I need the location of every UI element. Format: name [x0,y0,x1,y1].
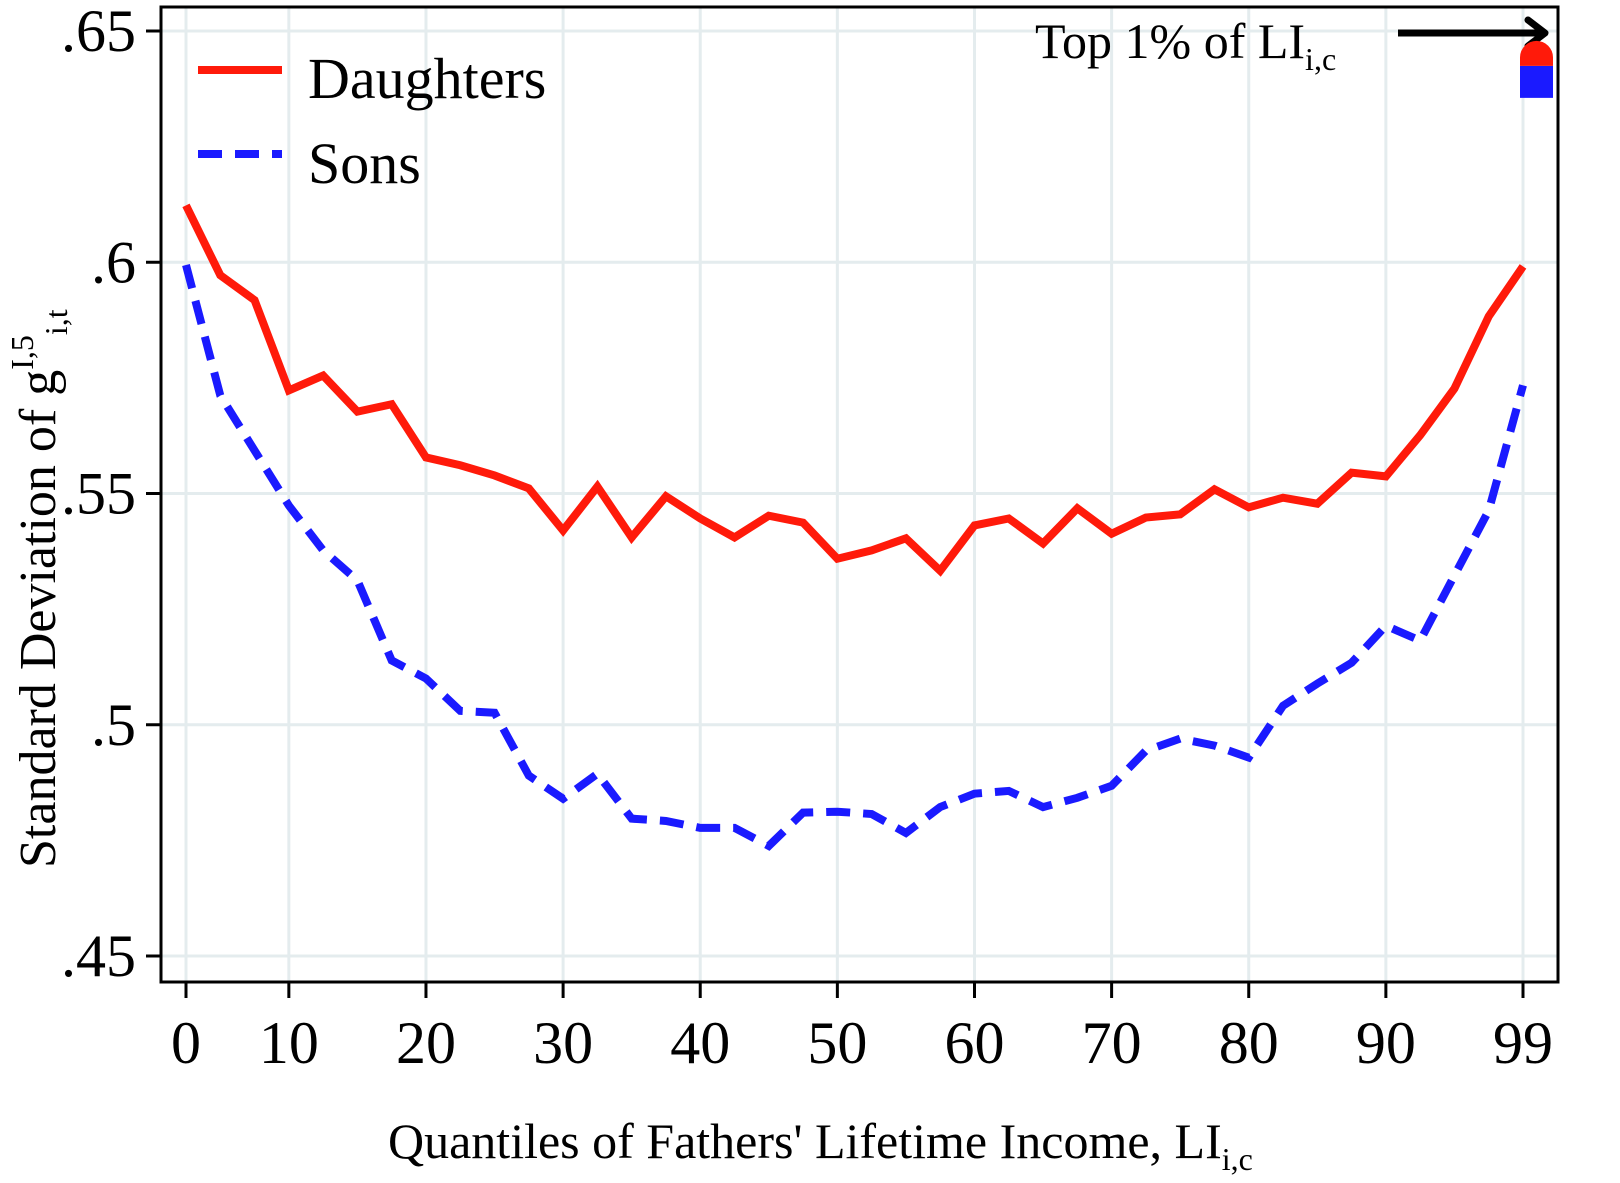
x-axis-title: Quantiles of Fathers' Lifetime Income, L… [388,1113,1253,1177]
top1-marker-sons [1520,65,1553,98]
x-tick-label: 90 [1356,1010,1416,1076]
y-tick-label: .5 [91,692,136,758]
series-lines [182,203,1527,851]
series-line-daughters [182,203,1527,577]
x-tick-label: 0 [171,1010,201,1076]
x-tick-label: 20 [396,1010,456,1076]
x-tick-label: 40 [670,1010,730,1076]
y-tick-label: .55 [61,461,136,527]
legend: Daughters Sons [198,46,546,196]
x-tick-label: 80 [1219,1010,1279,1076]
top1-markers [1520,40,1553,98]
x-tick-label: 10 [259,1010,319,1076]
axis-ticks: .65 .6 .55 .5 .45 0 10 20 30 40 50 60 70 80 90 99 [61,0,1553,1076]
top1-marker-daughters [1520,40,1553,66]
legend-daughters-label: Daughters [308,46,546,111]
legend-sons-label: Sons [308,131,421,196]
x-tick-label: 50 [807,1010,867,1076]
x-tick-label: 60 [944,1010,1004,1076]
y-tick-label: .65 [61,0,136,64]
x-tick-label: 99 [1493,1010,1553,1076]
y-tick-label: .6 [91,229,136,295]
gridlines [161,7,1558,982]
x-tick-label: 30 [533,1010,593,1076]
y-axis-title: Standard Deviation of gI,5i,t [4,309,74,868]
y-tick-label: .45 [61,923,136,989]
x-tick-label: 70 [1082,1010,1142,1076]
top1-annotation: Top 1% of LIi,c [1035,13,1336,77]
